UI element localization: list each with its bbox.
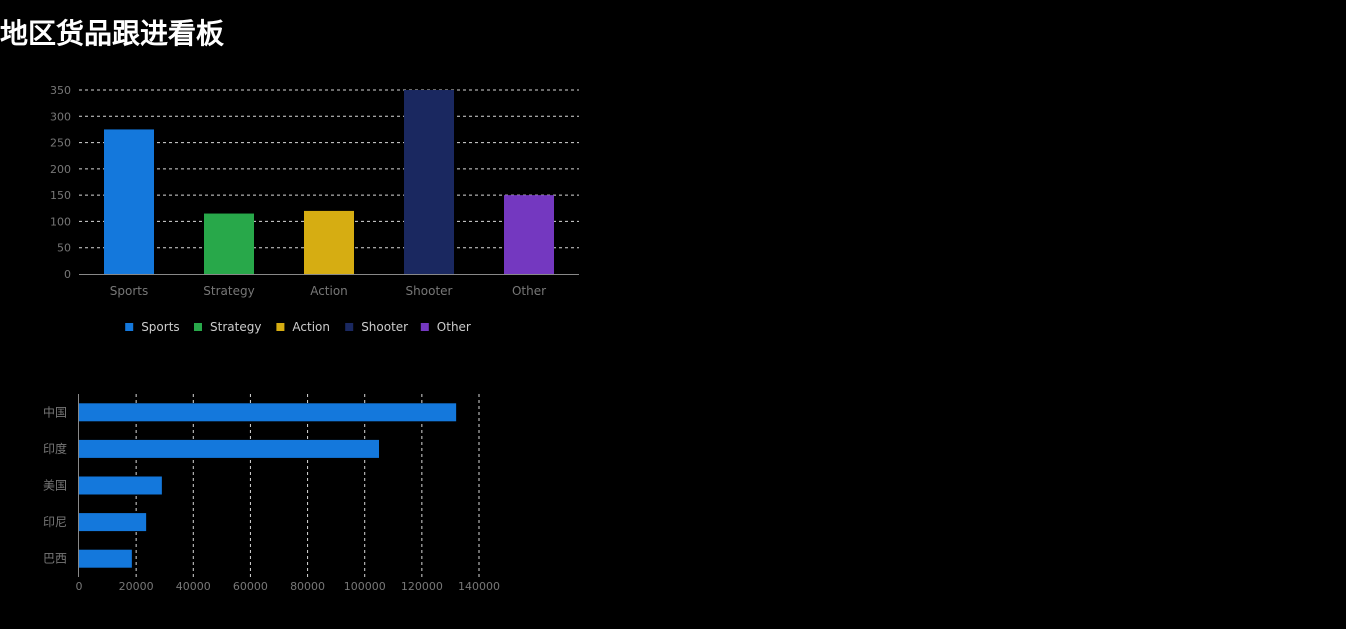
legend-item-sports[interactable]: Sports	[125, 320, 180, 334]
y-tick-label: 印度	[43, 441, 67, 456]
x-tick-label: 20000	[119, 580, 154, 593]
legend-swatch	[125, 323, 134, 331]
y-tick-label: 100	[50, 215, 71, 228]
x-tick-label: 40000	[176, 580, 211, 593]
y-tick-label: 0	[64, 268, 71, 281]
y-tick-label: 250	[50, 137, 71, 150]
hbar-2[interactable]	[79, 439, 379, 458]
x-tick-label: Sports	[110, 284, 148, 298]
y-tick-label: 300	[50, 110, 71, 123]
legend-swatch	[276, 323, 285, 331]
bar-shooter[interactable]	[404, 90, 454, 274]
legend-label: Other	[437, 320, 471, 334]
hbar-1[interactable]	[79, 403, 457, 422]
y-tick-label: 350	[50, 84, 71, 97]
genre-chart-grid	[79, 89, 579, 249]
legend-label: Action	[292, 320, 330, 334]
genre-bar-chart: 0 50 100 150 200 250 300 350 Sports Strategy Actio…	[50, 84, 579, 334]
legend-swatch	[420, 323, 429, 331]
legend-item-other[interactable]: Other	[420, 320, 471, 334]
x-tick-label: 140000	[458, 580, 500, 593]
legend-label: Strategy	[210, 320, 261, 334]
x-tick-label: Action	[310, 284, 348, 298]
y-tick-label: 200	[50, 163, 71, 176]
legend-item-shooter[interactable]: Shooter	[345, 320, 408, 334]
x-tick-label: 60000	[233, 580, 268, 593]
legend-label: Shooter	[361, 320, 408, 334]
legend-item-action[interactable]: Action	[276, 320, 330, 334]
genre-chart-axes: 0 50 100 150 200 250 300 350 Sports Strategy Actio…	[50, 84, 579, 298]
x-tick-label: Strategy	[203, 284, 254, 298]
x-tick-label: 80000	[290, 580, 325, 593]
legend-label: Sports	[141, 320, 179, 334]
y-tick-label: 印尼	[43, 515, 67, 529]
x-tick-label: Other	[512, 284, 546, 298]
country-chart-grid	[135, 394, 480, 577]
bar-sports[interactable]	[104, 129, 154, 274]
x-tick-label: 0	[76, 580, 83, 593]
x-tick-label: 100000	[344, 580, 386, 593]
hbar-3[interactable]	[79, 476, 162, 495]
legend-item-strategy[interactable]: Strategy	[194, 320, 261, 334]
hbar-4[interactable]	[79, 513, 147, 532]
y-tick-label: 150	[50, 189, 71, 202]
genre-chart-legend: Sports Strategy Action Shooter Other	[125, 320, 471, 334]
legend-swatch	[345, 323, 354, 331]
y-tick-label: 巴西	[43, 552, 67, 566]
bar-other[interactable]	[504, 195, 554, 274]
country-chart-bars	[79, 403, 457, 568]
bar-strategy[interactable]	[204, 213, 254, 274]
bar-action[interactable]	[304, 210, 354, 274]
genre-chart-bars	[104, 90, 554, 274]
legend-swatch	[194, 323, 202, 331]
page-title: 地区货品跟进看板	[0, 17, 225, 50]
x-tick-label: 120000	[401, 580, 443, 593]
hbar-5[interactable]	[79, 549, 132, 568]
country-hbar-chart: 0 20000 40000 60000 80000 100000 120000 140000 中…	[43, 394, 500, 593]
x-tick-label: Shooter	[406, 284, 453, 298]
y-tick-label: 中国	[43, 404, 67, 419]
y-tick-label: 美国	[43, 479, 67, 493]
y-tick-label: 50	[57, 242, 71, 255]
country-chart-axes: 0 20000 40000 60000 80000 100000 120000 140000 中…	[43, 394, 500, 593]
